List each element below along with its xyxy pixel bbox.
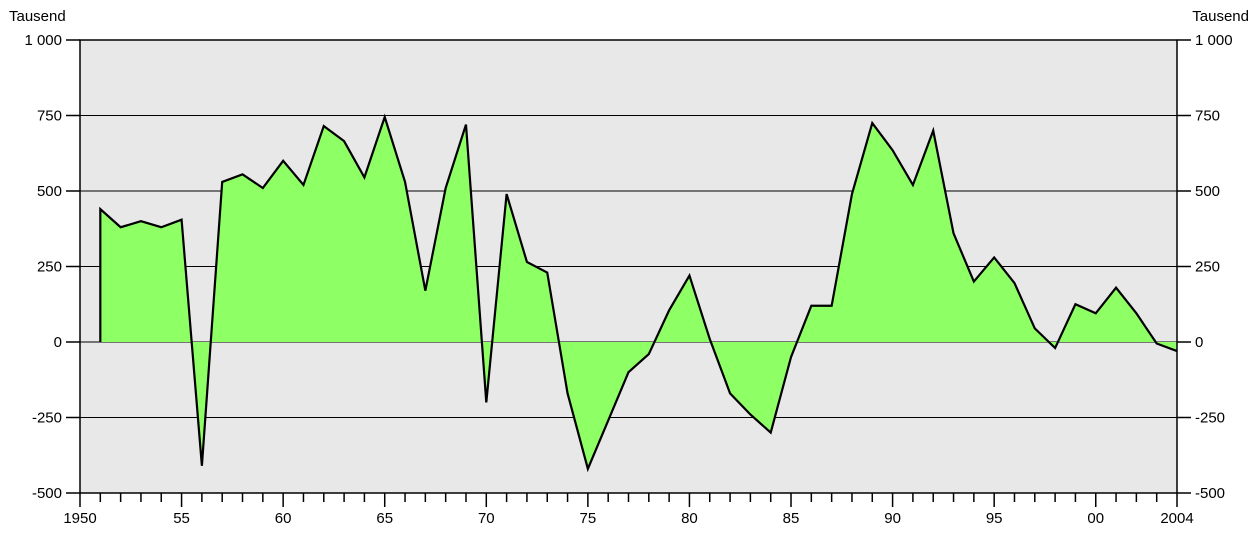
x-tick-label: 00	[1087, 510, 1104, 527]
y-axis-left: 1 000 750 500 250 0 -250 -500	[24, 32, 80, 502]
area-series	[100, 117, 1177, 469]
x-tick-label: 70	[478, 510, 495, 527]
y-tick-label-right: -250	[1195, 410, 1225, 427]
y-tick-label-left: 750	[37, 108, 62, 125]
y-tick-label-right: 750	[1195, 108, 1220, 125]
x-tick-label: 60	[275, 510, 292, 527]
x-tick-label: 75	[580, 510, 597, 527]
x-axis: 1950 55 60 65 70 75 80 85 90 95 00 2004	[63, 493, 1194, 527]
y-tick-label-right: -500	[1195, 485, 1225, 502]
y-tick-label-right: 500	[1195, 183, 1220, 200]
x-tick-label: 2004	[1160, 510, 1193, 527]
x-tick-label: 95	[986, 510, 1003, 527]
x-tick-label: 65	[376, 510, 393, 527]
x-tick-label: 55	[173, 510, 190, 527]
y-tick-label-left: 250	[37, 259, 62, 276]
y-unit-label-right: Tausend	[1192, 8, 1249, 25]
y-tick-label-left: -250	[32, 410, 62, 427]
y-unit-label-left: Tausend	[9, 8, 66, 25]
y-tick-label-right: 0	[1195, 334, 1203, 351]
x-tick-label: 1950	[63, 510, 96, 527]
y-tick-label-right: 250	[1195, 259, 1220, 276]
y-tick-label-left: 1 000	[24, 32, 62, 49]
x-tick-label: 85	[783, 510, 800, 527]
y-tick-label-right: 1 000	[1195, 32, 1233, 49]
x-tick-label: 90	[884, 510, 901, 527]
line-series	[99, 113, 1178, 473]
y-tick-label-left: 0	[54, 334, 62, 351]
y-axis-right: 1 000 750 500 250 0 -250 -500	[1177, 32, 1233, 502]
x-tick-label: 80	[681, 510, 698, 527]
y-tick-label-left: -500	[32, 485, 62, 502]
y-tick-label-left: 500	[37, 183, 62, 200]
